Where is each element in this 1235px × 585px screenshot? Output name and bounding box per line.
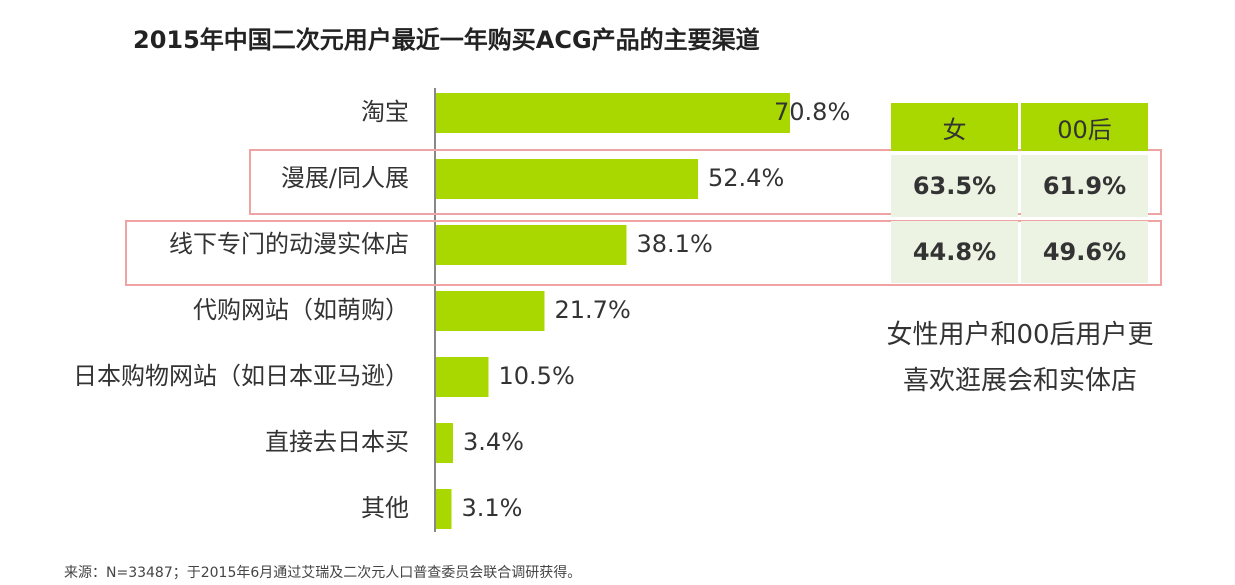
insight-note-line2: 喜欢逛展会和实体店 [902, 366, 1137, 396]
category-label: 线下专门的动漫实体店 [169, 230, 409, 258]
category-label: 日本购物网站（如日本亚马逊） [73, 362, 409, 390]
insight-note: 女性用户和00后用户更 喜欢逛展会和实体店 [880, 312, 1160, 404]
highlight-box-store [125, 220, 1162, 286]
bar [436, 93, 790, 133]
cell-female-store: 44.8% [891, 221, 1018, 283]
value-label: 70.8% [774, 98, 850, 126]
header-post-00: 00后 [1021, 103, 1148, 151]
source-note: 来源：N=33487；于2015年6月通过艾瑞及二次元人口普查委员会联合调研获得… [64, 565, 582, 581]
category-label: 淘宝 [361, 98, 409, 126]
highlight-box-exhibition [249, 149, 1162, 215]
header-female: 女 [891, 103, 1018, 151]
bar [436, 159, 698, 199]
value-label: 10.5% [499, 362, 575, 390]
insight-note-line1: 女性用户和00后用户更 [886, 320, 1154, 350]
bar [436, 225, 627, 265]
value-label: 38.1% [637, 230, 713, 258]
category-label: 其他 [361, 494, 409, 522]
cell-female-exhibition: 63.5% [891, 155, 1018, 217]
cell-post-00-store: 49.6% [1021, 221, 1148, 283]
value-label: 3.4% [463, 428, 524, 456]
value-label: 21.7% [555, 296, 631, 324]
bar [436, 489, 452, 529]
chart-title: 2015年中国二次元用户最近一年购买ACG产品的主要渠道 [133, 26, 760, 54]
bar [436, 423, 453, 463]
bar [436, 357, 489, 397]
category-label: 漫展/同人展 [281, 164, 409, 192]
value-label: 3.1% [462, 494, 523, 522]
cell-post-00-exhibition: 61.9% [1021, 155, 1148, 217]
category-label: 直接去日本买 [265, 428, 409, 456]
category-label: 代购网站（如萌购） [193, 296, 409, 324]
bar [436, 291, 545, 331]
value-label: 52.4% [708, 164, 784, 192]
